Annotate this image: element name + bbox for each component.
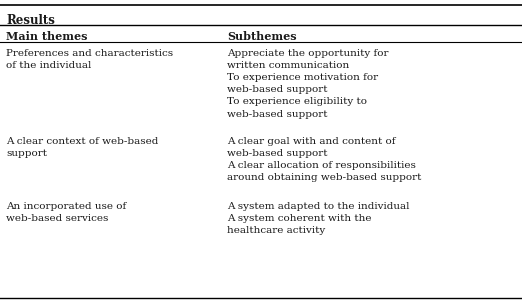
Text: A clear goal with and content of
web-based support
A clear allocation of respons: A clear goal with and content of web-bas… — [227, 137, 421, 182]
Text: Subthemes: Subthemes — [227, 31, 296, 42]
Text: A system adapted to the individual
A system coherent with the
healthcare activit: A system adapted to the individual A sys… — [227, 202, 410, 235]
Text: Appreciate the opportunity for
written communication
To experience motivation fo: Appreciate the opportunity for written c… — [227, 49, 388, 119]
Text: Main themes: Main themes — [6, 31, 88, 42]
Text: Results: Results — [6, 14, 55, 26]
Text: Preferences and characteristics
of the individual: Preferences and characteristics of the i… — [6, 49, 173, 70]
Text: A clear context of web-based
support: A clear context of web-based support — [6, 137, 159, 158]
Text: An incorporated use of
web-based services: An incorporated use of web-based service… — [6, 202, 126, 223]
